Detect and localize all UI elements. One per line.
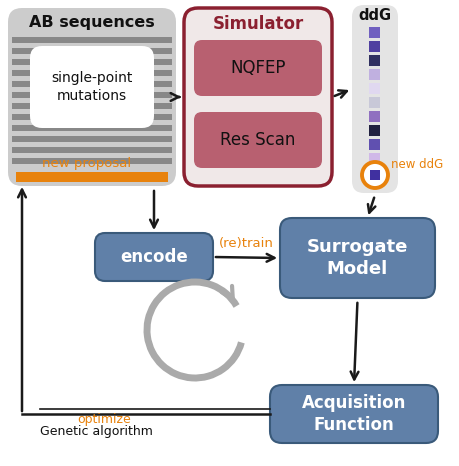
Bar (368, 27, 379, 38)
Bar (16, 172, 168, 182)
Bar (368, 111, 379, 122)
Bar (12, 103, 172, 109)
Bar (368, 125, 379, 136)
Bar (368, 153, 379, 164)
Bar (12, 147, 172, 153)
Text: single-point
mutations: single-point mutations (51, 71, 132, 103)
FancyBboxPatch shape (184, 8, 331, 186)
Text: Acquisition
Function: Acquisition Function (301, 394, 405, 434)
Bar (12, 92, 172, 98)
Text: encode: encode (120, 248, 187, 266)
Bar (368, 97, 379, 108)
Bar (12, 81, 172, 87)
FancyBboxPatch shape (95, 233, 213, 281)
FancyBboxPatch shape (351, 5, 397, 193)
Text: optimize: optimize (77, 412, 130, 425)
Bar (12, 59, 172, 65)
Bar (368, 55, 379, 66)
Text: NQFEP: NQFEP (230, 59, 285, 77)
Bar (368, 83, 379, 94)
Text: new proposal: new proposal (42, 158, 131, 171)
Bar (12, 125, 172, 131)
Bar (12, 136, 172, 142)
FancyBboxPatch shape (194, 112, 321, 168)
Text: ddG: ddG (358, 8, 391, 23)
Bar (12, 48, 172, 54)
Bar (12, 70, 172, 76)
Text: Surrogate
Model: Surrogate Model (306, 238, 407, 278)
Bar (12, 114, 172, 120)
Bar (368, 139, 379, 150)
Text: AB sequences: AB sequences (29, 14, 155, 29)
Text: Genetic algorithm: Genetic algorithm (40, 425, 152, 439)
FancyBboxPatch shape (280, 218, 434, 298)
Text: Res Scan: Res Scan (220, 131, 295, 149)
Text: Simulator: Simulator (212, 15, 303, 33)
Bar (368, 69, 379, 80)
Circle shape (361, 162, 387, 188)
Bar (369, 170, 379, 180)
FancyBboxPatch shape (30, 46, 154, 128)
FancyBboxPatch shape (8, 8, 176, 186)
Bar (12, 158, 172, 164)
Bar (12, 37, 172, 43)
FancyBboxPatch shape (269, 385, 437, 443)
Text: (re)train: (re)train (218, 237, 274, 249)
Bar (368, 41, 379, 52)
FancyBboxPatch shape (194, 40, 321, 96)
Text: new ddG: new ddG (390, 158, 442, 171)
